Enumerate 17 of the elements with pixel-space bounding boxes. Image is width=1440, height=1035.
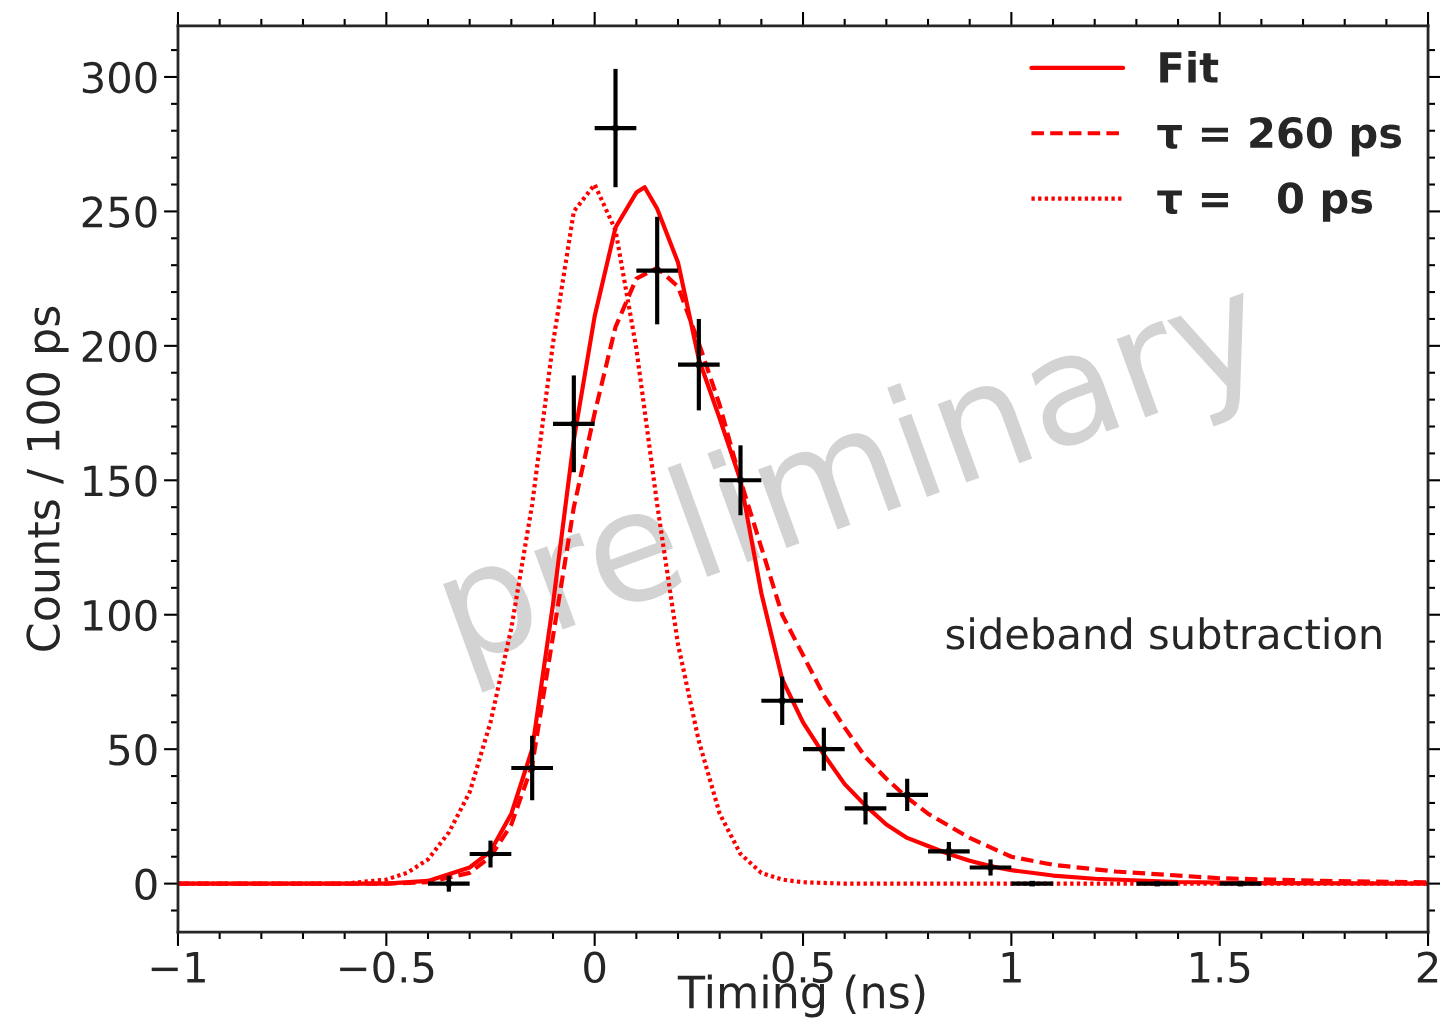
- y-axis-title: Counts / 100 ps: [26, 306, 69, 651]
- legend-label: Fit: [1160, 50, 1219, 83]
- y-tick-label: 50: [109, 734, 157, 766]
- y-tick-label: 100: [84, 599, 157, 632]
- y-tick-label: 0: [135, 868, 157, 901]
- y-tick-label: 200: [82, 330, 157, 363]
- x-tick-label: 2: [1417, 951, 1438, 983]
- x-tick-label: 1.5: [1191, 952, 1250, 984]
- y-tick-label: 150: [84, 465, 157, 497]
- x-tick-label: 0: [584, 951, 606, 984]
- legend-label: τ = 0 ps: [1157, 182, 1373, 222]
- x-tick-label: 1: [1002, 952, 1021, 983]
- y-tick-label: 300: [82, 61, 157, 94]
- x-tick-label: −1: [151, 952, 205, 983]
- y-tick-label: 250: [82, 196, 157, 228]
- x-tick-label: −0.5: [340, 951, 434, 984]
- legend-label: τ = 260 ps: [1157, 116, 1402, 157]
